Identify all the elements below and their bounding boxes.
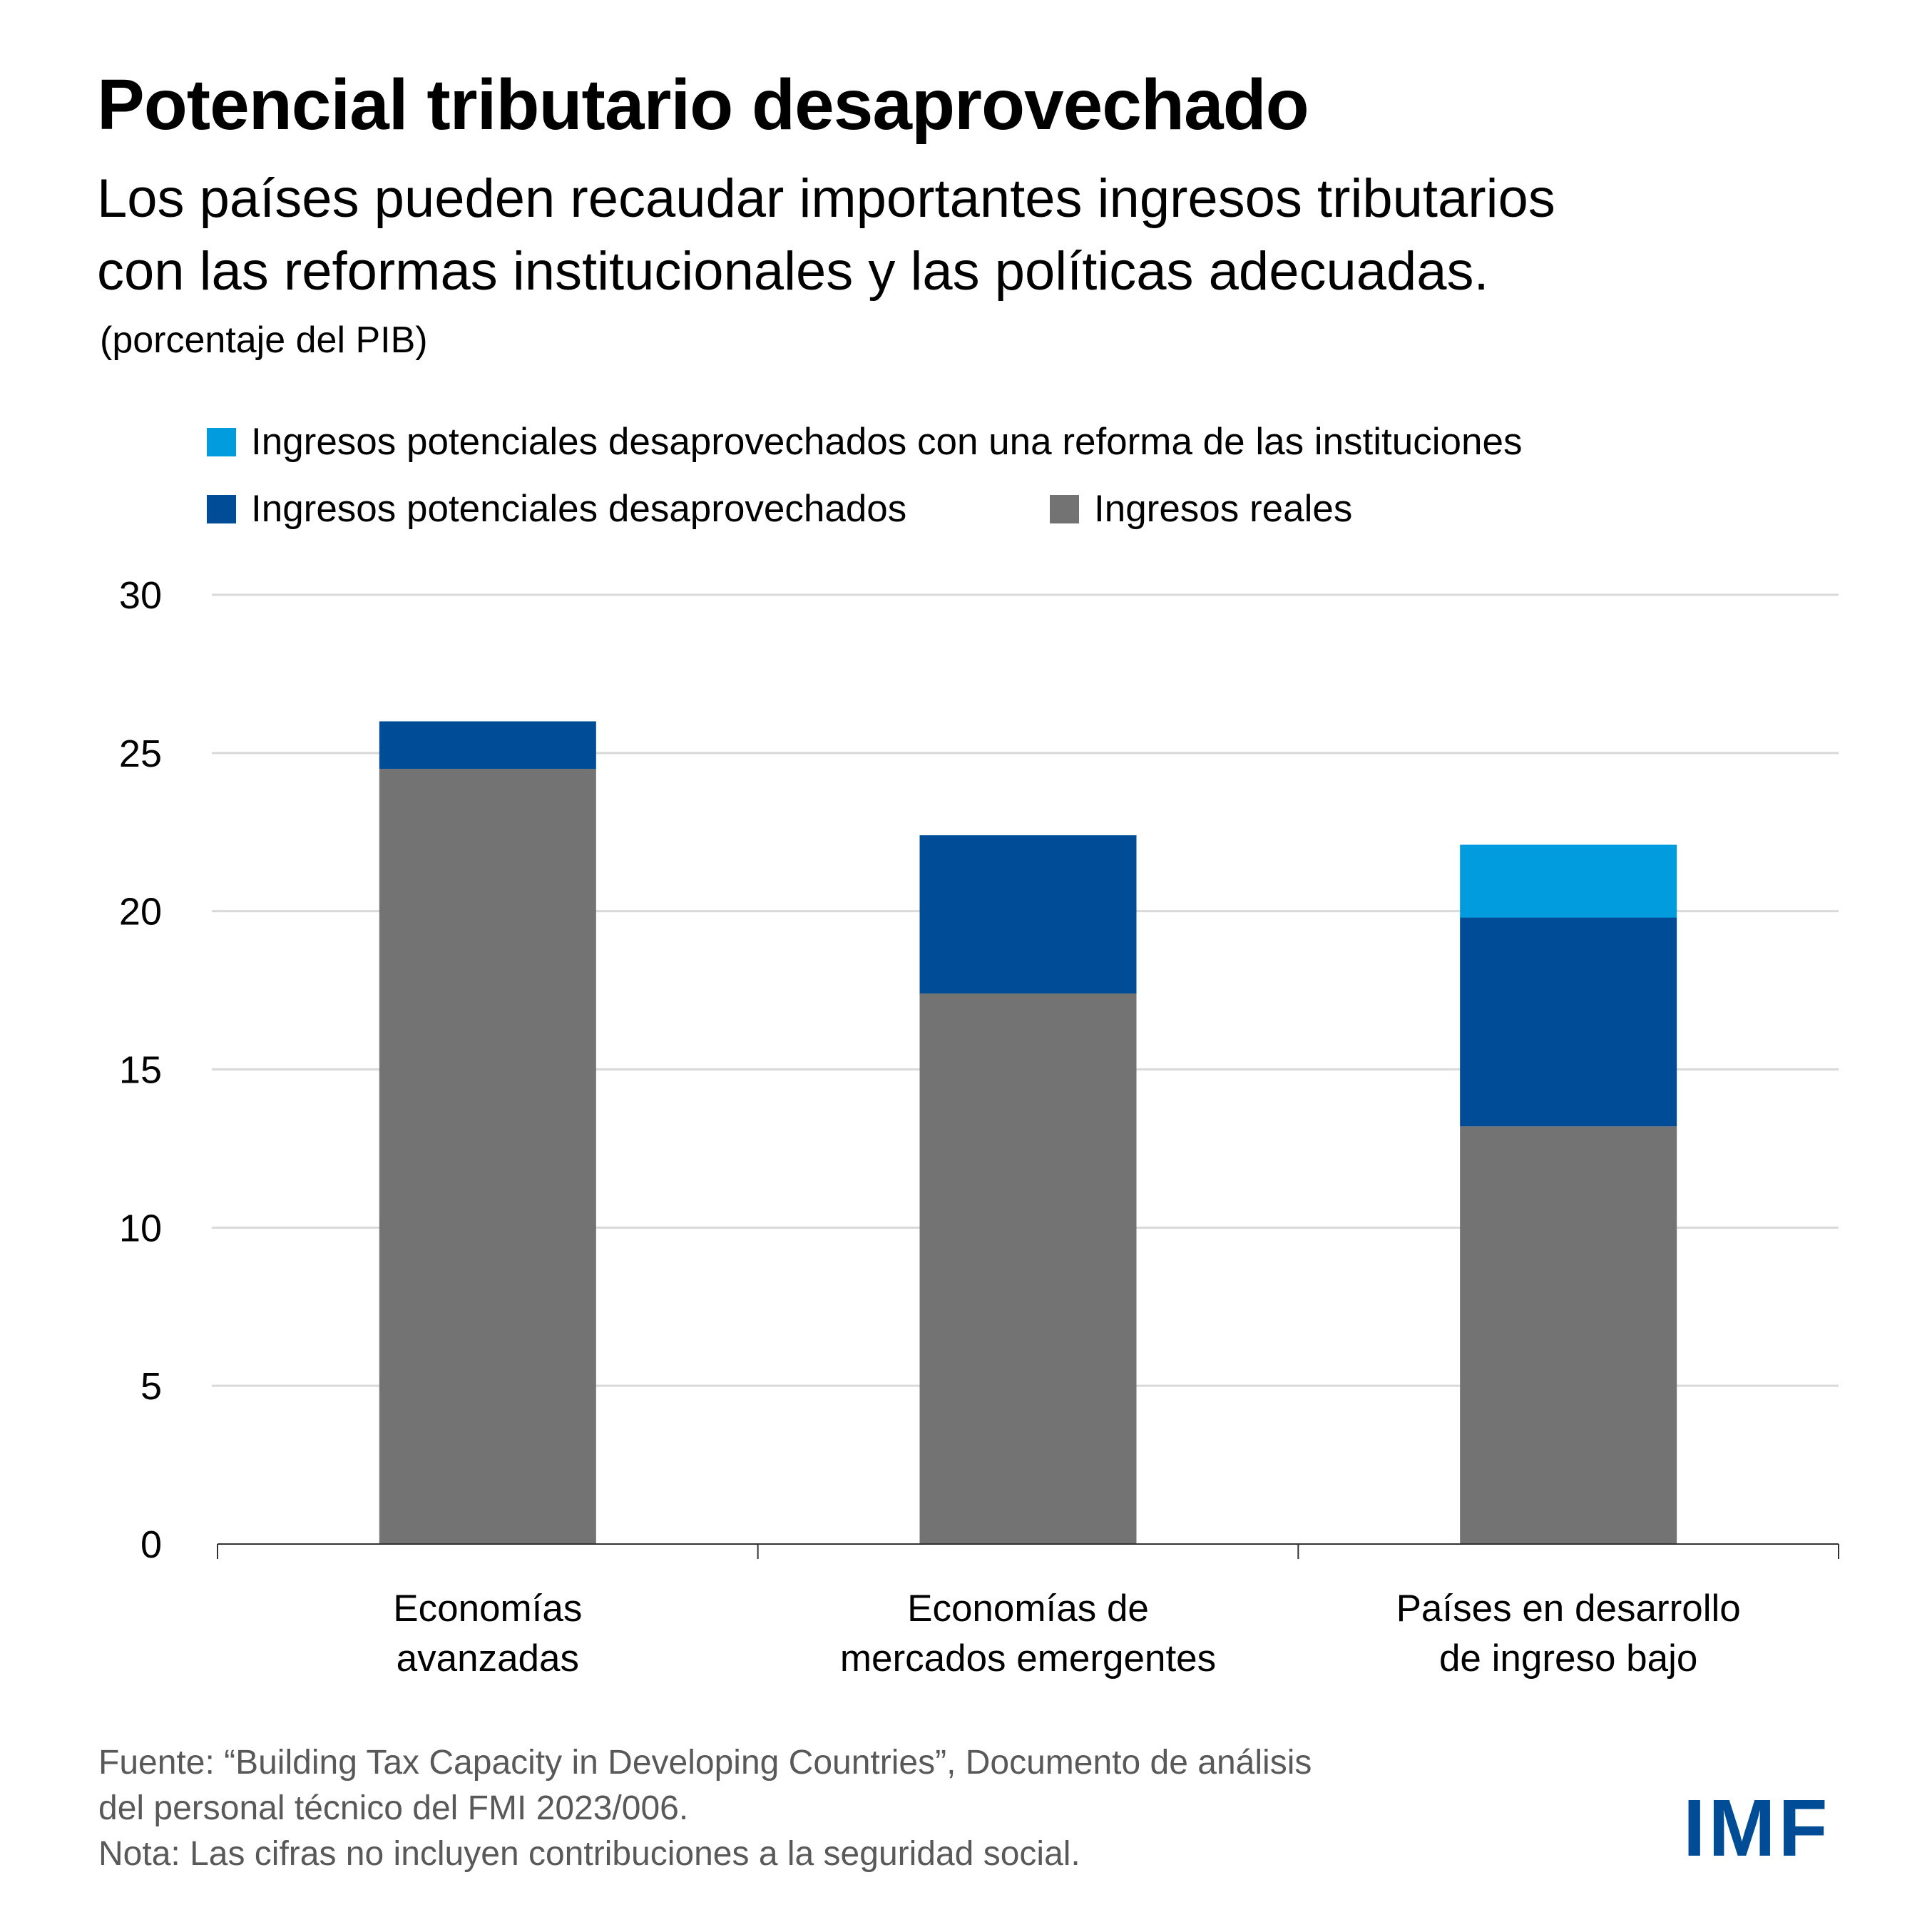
x-tick-label-2-line-1: Economías de	[907, 1588, 1149, 1630]
imf-logo: IMF	[1683, 1783, 1831, 1873]
y-tick-label-20: 20	[119, 891, 162, 934]
bar-segment-3-series-1	[1460, 1126, 1677, 1544]
x-tick-label-2-line-2: mercados emergentes	[840, 1637, 1216, 1680]
y-tick-label-15: 15	[119, 1049, 162, 1092]
y-tick-label-10: 10	[119, 1207, 162, 1249]
bar-segment-3-series-2	[1460, 917, 1677, 1127]
x-axis-labels: Economías avanzadas Economías de mercados e…	[393, 1588, 1740, 1680]
legend-label-actual: Ingresos reales	[1094, 488, 1353, 530]
x-tick-label-3-line-2: de ingreso bajo	[1439, 1637, 1697, 1680]
legend-label-reform: Ingresos potenciales desaprovechados con…	[251, 421, 1523, 463]
source-line-2: del personal técnico del FMI 2023/006.	[98, 1789, 689, 1827]
bar-group-3	[1460, 844, 1677, 1544]
bar-segment-1-series-2	[379, 721, 596, 770]
x-tick-label-1-line-1: Economías	[393, 1588, 582, 1630]
legend-item-actual: Ingresos reales	[1050, 488, 1352, 531]
y-tick-label-5: 5	[140, 1365, 162, 1408]
source-line-1: Fuente: “Building Tax Capacity in Develo…	[98, 1744, 1312, 1782]
bar-segment-3-series-3	[1460, 844, 1677, 918]
legend-swatch-actual	[1050, 495, 1079, 523]
footer: Fuente: “Building Tax Capacity in Develo…	[98, 1740, 1312, 1877]
bar-group-1	[379, 721, 596, 1544]
bar-segment-2-series-2	[919, 835, 1137, 994]
bar-group-2	[919, 835, 1137, 1544]
note-line: Nota: Las cifras no incluyen contribucio…	[98, 1835, 1080, 1873]
legend-swatch-unexploited	[207, 495, 236, 523]
legend-item-reform: Ingresos potenciales desaprovechados con…	[207, 421, 1522, 464]
bar-segment-1-series-1	[379, 769, 596, 1544]
y-tick-label-30: 30	[119, 574, 162, 617]
bars	[379, 721, 1677, 1544]
y-tick-label-25: 25	[119, 732, 162, 775]
y-axis-ticks: 0 5 10 15 20 25 30	[119, 574, 162, 1566]
legend-item-unexploited: Ingresos potenciales desaprovechados	[207, 488, 906, 531]
y-tick-label-0: 0	[140, 1523, 162, 1566]
chart-title: Potencial tributario desaprovechado	[97, 65, 1309, 145]
bar-segment-2-series-1	[919, 993, 1137, 1544]
x-tick-label-1-line-2: avanzadas	[397, 1637, 579, 1680]
x-tick-label-3-line-1: Países en desarrollo	[1396, 1588, 1741, 1630]
legend-label-unexploited: Ingresos potenciales desaprovechados	[251, 488, 907, 530]
subtitle-line-2: con las reformas institucionales y las p…	[97, 241, 1489, 302]
subtitle-line-1: Los países pueden recaudar importantes i…	[97, 168, 1555, 229]
chart-subtitle: Los países pueden recaudar importantes i…	[97, 163, 1555, 308]
x-axis	[217, 1543, 1839, 1559]
units-label: (porcentaje del PIB)	[100, 320, 428, 361]
legend-swatch-reform	[207, 428, 236, 456]
